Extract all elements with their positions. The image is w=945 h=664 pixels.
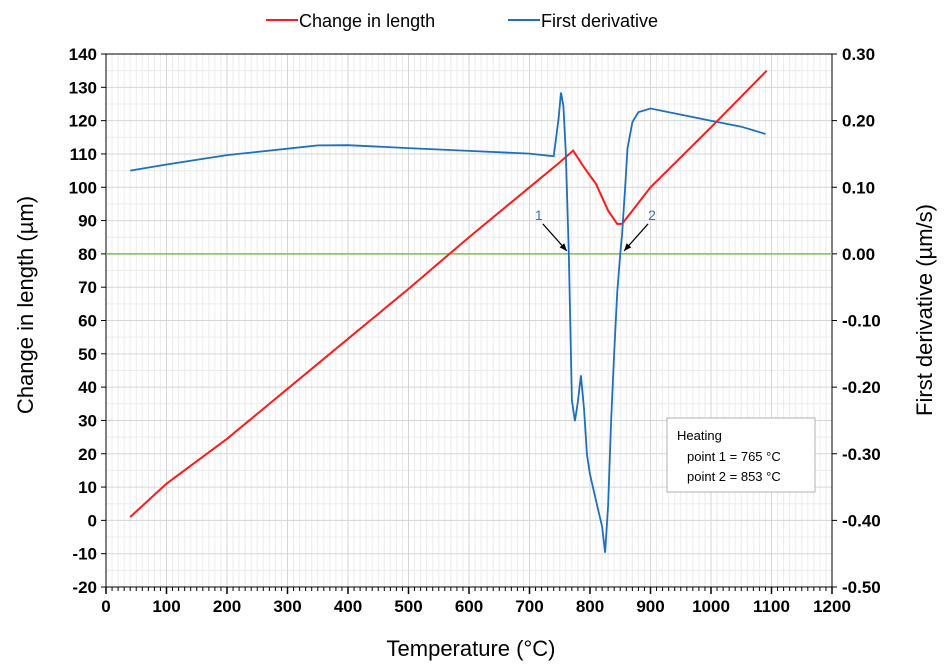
right-axis-tick-label: -0.40: [842, 511, 881, 530]
right-axis-tick-label: 0.00: [842, 245, 875, 264]
annotation-label: 2: [648, 207, 656, 223]
left-axis-tick-label: 30: [78, 411, 97, 430]
left-axis-tick-label: 100: [69, 178, 97, 197]
left-axis-tick-label: -10: [72, 545, 97, 564]
left-axis-tick-label: 110: [70, 145, 97, 164]
left-axis-tick-label: 120: [69, 112, 97, 131]
x-tick-label: 900: [636, 597, 664, 616]
left-axis-tick-label: 10: [78, 478, 97, 497]
right-axis-tick-label: -0.30: [842, 445, 881, 464]
legend-label-change-in-length: Change in length: [299, 11, 435, 31]
left-axis-tick-label: 20: [78, 445, 97, 464]
x-axis-ticks: [105, 587, 833, 594]
annotation-arrow-head: [559, 243, 567, 251]
left-axis-tick-label: 0: [88, 511, 97, 530]
x-tick-label: 1000: [692, 597, 730, 616]
x-tick-label: 300: [273, 597, 301, 616]
x-tick-label: 200: [213, 597, 241, 616]
right-axis-label: First derivative (µm/s): [912, 204, 937, 416]
right-axis-tick-label: 0.20: [842, 112, 875, 131]
left-axis-tick-label: 140: [69, 45, 97, 64]
info-box-point-1: point 1 = 765 °C: [687, 449, 781, 464]
x-tick-label: 100: [152, 597, 180, 616]
left-axis-tick-label: -20: [72, 578, 97, 597]
series-first-derivative-line: [130, 92, 766, 553]
left-axis-tick-label: 50: [78, 345, 97, 364]
x-tick-label: 800: [576, 597, 604, 616]
left-axis-tick-label: 70: [78, 278, 97, 297]
left-axis-tick-label: 90: [78, 212, 97, 231]
right-axis-tick-label: -0.10: [842, 312, 881, 331]
left-axis-tick-label: 40: [78, 378, 97, 397]
annotation-label: 1: [535, 207, 543, 223]
annotation-arrow-head: [624, 243, 632, 251]
info-box-point-2: point 2 = 853 °C: [687, 469, 781, 484]
x-tick-label: 500: [394, 597, 422, 616]
x-tick-label: 1100: [753, 597, 790, 616]
info-box-title: Heating: [677, 428, 722, 443]
left-axis-tick-label: 130: [69, 78, 97, 97]
left-axis-tick-label: 80: [78, 245, 97, 264]
x-axis-label: Temperature (°C): [387, 636, 556, 661]
left-axis-tick-label: 60: [78, 312, 97, 331]
x-tick-label: 600: [455, 597, 483, 616]
x-tick-label: 1200: [813, 597, 851, 616]
series-change-in-length-line: [129, 69, 768, 518]
x-tick-label: 400: [334, 597, 362, 616]
right-axis-tick-label: -0.50: [842, 578, 881, 597]
left-axis-label: Change in length (µm): [13, 196, 38, 414]
right-axis-tick-label: -0.20: [842, 378, 881, 397]
right-axis-tick-label: 0.30: [842, 45, 875, 64]
legend-label-first-derivative: First derivative: [541, 11, 658, 31]
x-tick-label: 700: [515, 597, 543, 616]
left-axis-tick-labels: -20 -10 0 10 20 30 40 50 60 70 80 90 100 110 120 130 140: [69, 45, 106, 597]
legend: Change in length First derivative: [266, 11, 658, 31]
right-axis-tick-label: 0.10: [842, 178, 875, 197]
x-tick-label: 0: [101, 597, 110, 616]
right-axis-tick-labels: -0.50 -0.40 -0.30 -0.20 -0.10 0.00 0.10 0.20 0.3…: [832, 45, 881, 597]
x-axis-tick-labels: 0 100 200 300 400 500 600 700 800 900 1000 1100 1200: [101, 597, 851, 616]
heating-info-box: Heating point 1 = 765 °C point 2 = 853 °…: [666, 417, 816, 493]
